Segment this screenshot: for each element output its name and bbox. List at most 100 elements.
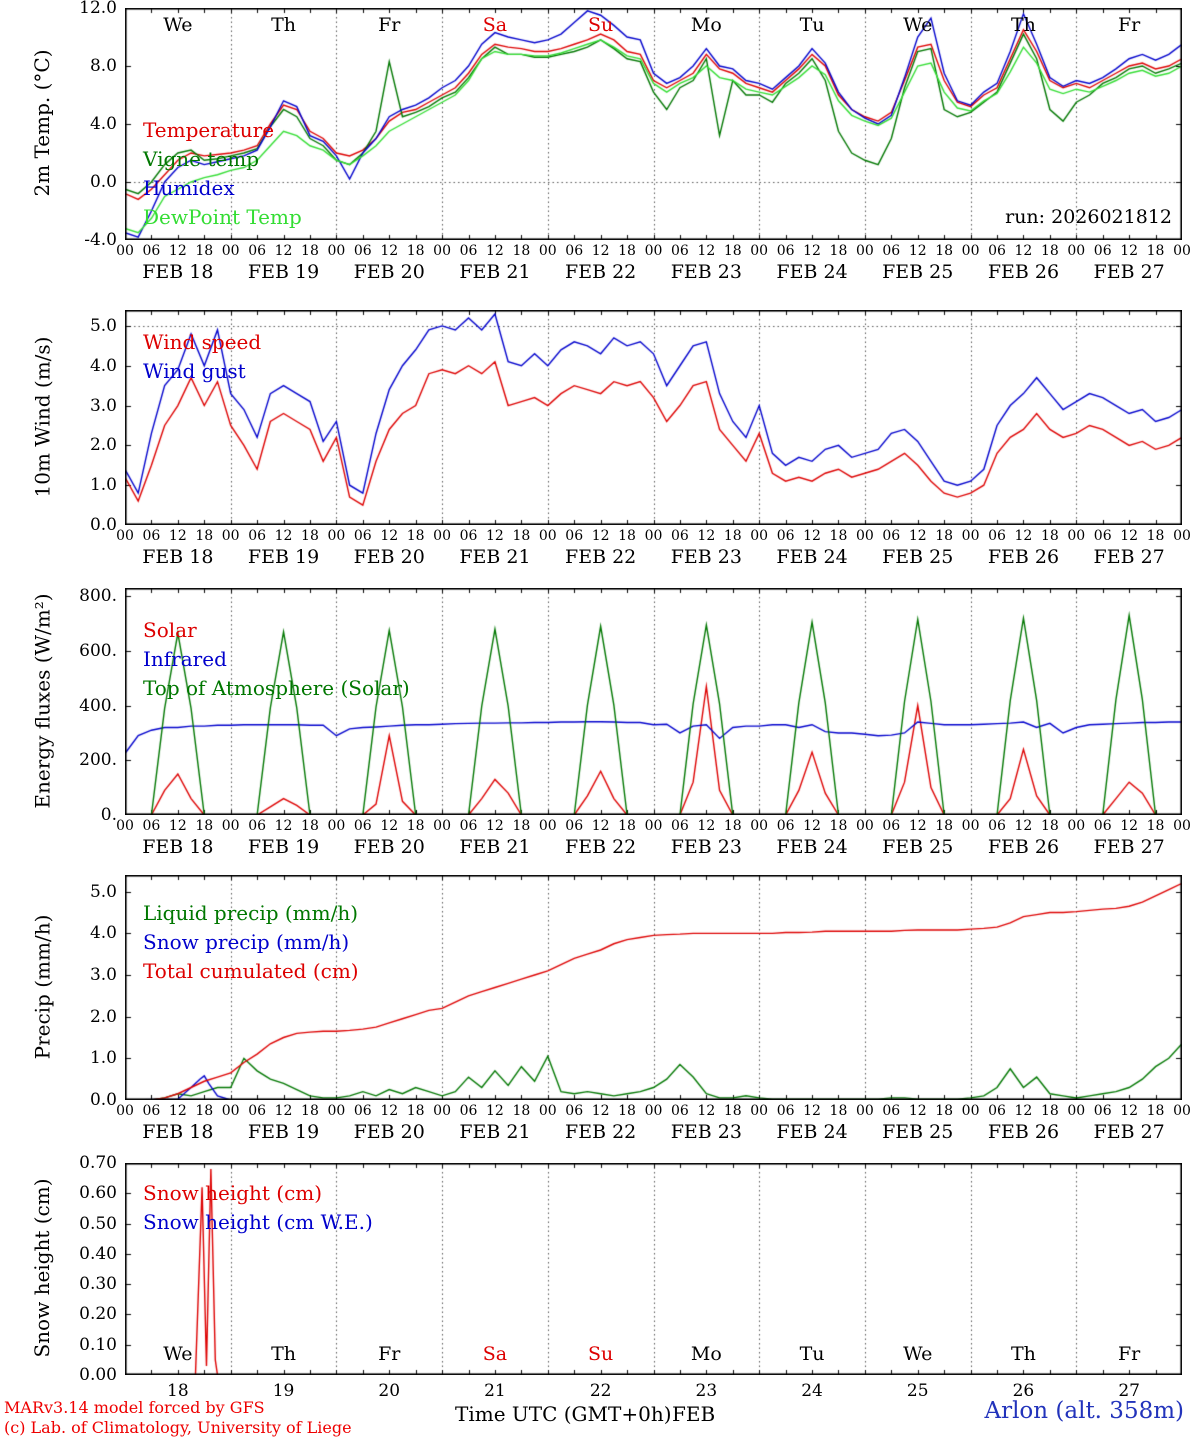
legend-solar: Solar: [143, 618, 197, 642]
hour-tick-label: 12: [168, 1103, 187, 1119]
day-number-label: 18: [167, 1381, 189, 1401]
hour-tick-label: 18: [829, 243, 848, 259]
hour-tick-label: 12: [591, 818, 610, 834]
hour-tick-label: 12: [803, 528, 821, 544]
hour-tick-label: 00: [327, 1103, 346, 1119]
hour-tick-label: 12: [486, 818, 504, 834]
hour-tick-label: 00: [116, 243, 134, 259]
hour-tick-label: 06: [248, 818, 267, 834]
hour-tick-label: 12: [1120, 243, 1139, 259]
weekday-label: Fr: [1118, 14, 1141, 36]
hour-tick-label: 00: [1173, 243, 1191, 259]
hour-tick-label: 18: [935, 818, 954, 834]
y-tick-label: 0.: [100, 805, 117, 825]
legend-humidex: Humidex: [143, 176, 235, 200]
hour-tick-label: 18: [723, 818, 742, 834]
weekday-label: Fr: [378, 14, 401, 36]
hour-tick-label: 06: [671, 1103, 689, 1119]
legend-snow-height-cm-w-e-: Snow height (cm W.E.): [143, 1210, 373, 1234]
weekday-label: Fr: [1118, 1343, 1141, 1365]
day-label: FEB 19: [247, 1121, 320, 1143]
hour-tick-label: 12: [1014, 818, 1033, 834]
y-tick-label: 400.: [79, 695, 117, 716]
hour-tick-label: 18: [301, 818, 319, 834]
hour-tick-label: 18: [723, 528, 742, 544]
hour-tick-label: 06: [1093, 528, 1112, 544]
day-number-label: 23: [695, 1381, 718, 1401]
day-number-label: 25: [906, 1381, 929, 1401]
hour-tick-label: 06: [988, 818, 1006, 834]
hour-tick-label: 12: [168, 528, 187, 544]
hour-tick-label: 06: [776, 528, 795, 544]
hour-tick-label: 06: [671, 243, 689, 259]
hour-tick-label: 00: [855, 243, 874, 259]
hour-tick-label: 00: [433, 528, 451, 544]
day-label: FEB 22: [565, 546, 637, 568]
hour-tick-label: 06: [776, 1103, 795, 1119]
hour-tick-label: 12: [274, 528, 293, 544]
hour-tick-label: 00: [750, 528, 769, 544]
hour-tick-label: 12: [697, 243, 716, 259]
hour-tick-label: 06: [1093, 243, 1112, 259]
hour-tick-label: 18: [935, 1103, 954, 1119]
hour-tick-label: 06: [988, 1103, 1006, 1119]
y-tick-label: 0.0: [89, 172, 117, 192]
hour-tick-label: 06: [882, 1103, 901, 1119]
y-tick-label: 0.60: [79, 1183, 117, 1204]
hour-tick-label: 18: [618, 528, 636, 544]
hour-tick-label: 12: [486, 1103, 504, 1119]
hour-tick-label: 06: [565, 1103, 584, 1119]
hour-tick-label: 18: [1146, 243, 1165, 259]
day-label: FEB 21: [459, 261, 531, 283]
snow-height-chart-canvas: [125, 1163, 1182, 1375]
y-tick-label: 8.0: [89, 56, 117, 76]
hour-tick-label: 00: [1173, 1103, 1191, 1119]
y-tick-label: 1.0: [89, 475, 117, 496]
hour-tick-label: 06: [142, 243, 161, 259]
y-tick-label: 3.0: [89, 395, 117, 416]
hour-tick-label: 06: [353, 243, 372, 259]
hour-tick-label: 18: [1146, 818, 1165, 834]
hour-tick-label: 00: [116, 1103, 134, 1119]
hour-tick-label: 18: [406, 243, 425, 259]
hour-tick-label: 06: [248, 1103, 267, 1119]
hour-tick-label: 12: [591, 528, 610, 544]
weekday-label: We: [903, 14, 933, 36]
hour-tick-label: 00: [327, 243, 346, 259]
hour-tick-label: 00: [538, 243, 557, 259]
day-label: FEB 24: [776, 261, 848, 283]
hour-tick-label: 06: [565, 243, 584, 259]
hour-tick-label: 00: [961, 1103, 980, 1119]
temperature-chart-canvas: [125, 8, 1182, 240]
hour-tick-label: 12: [1014, 1103, 1033, 1119]
day-label: FEB 26: [987, 261, 1060, 283]
y-tick-label: 1.0: [89, 1048, 117, 1069]
weekday-label: Fr: [378, 1343, 401, 1365]
day-label: FEB 24: [776, 836, 848, 858]
hour-tick-label: 00: [116, 528, 134, 544]
weekday-label: Th: [271, 1343, 296, 1365]
hour-tick-label: 12: [1120, 818, 1139, 834]
hour-tick-label: 18: [1040, 243, 1059, 259]
hour-tick-label: 00: [538, 818, 557, 834]
hour-tick-label: 06: [459, 818, 478, 834]
hour-tick-label: 12: [274, 243, 293, 259]
day-label: FEB 22: [565, 1121, 637, 1143]
hour-tick-label: 12: [591, 243, 610, 259]
station-label: Arlon (alt. 358m): [984, 1398, 1184, 1424]
hour-tick-label: 12: [1120, 528, 1139, 544]
legend-wind-gust: Wind gust: [143, 359, 246, 383]
hour-tick-label: 12: [380, 818, 399, 834]
hour-tick-label: 12: [908, 528, 927, 544]
hour-tick-label: 18: [935, 528, 954, 544]
hour-tick-label: 06: [248, 528, 267, 544]
hour-tick-label: 06: [565, 528, 584, 544]
day-label: FEB 23: [670, 261, 742, 283]
hour-tick-label: 00: [750, 243, 769, 259]
hour-tick-label: 00: [644, 528, 663, 544]
day-number-label: 21: [484, 1381, 506, 1401]
day-label: FEB 24: [776, 546, 848, 568]
y-tick-label: 0.40: [79, 1243, 117, 1264]
hour-tick-label: 12: [380, 243, 399, 259]
